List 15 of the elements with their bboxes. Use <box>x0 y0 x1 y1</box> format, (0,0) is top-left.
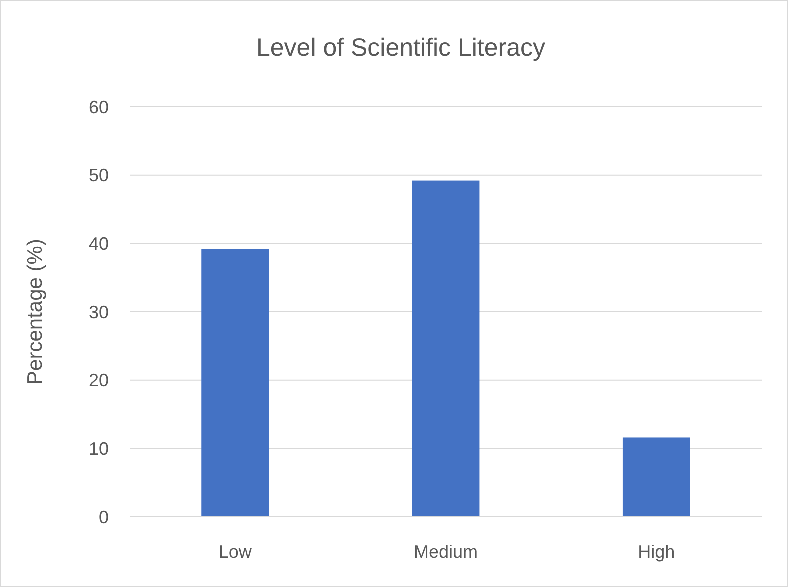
bar <box>622 438 690 517</box>
bar <box>202 249 270 517</box>
chart-title: Level of Scientific Literacy <box>256 34 546 62</box>
x-tick-label: High <box>638 542 676 562</box>
y-tick-label: 30 <box>88 302 109 322</box>
bar <box>412 180 480 517</box>
y-tick-label: 50 <box>88 166 109 186</box>
x-tick-label: Medium <box>414 542 478 562</box>
y-tick-label: 60 <box>88 97 109 118</box>
y-tick-label: 40 <box>88 234 109 254</box>
y-tick-label: 20 <box>88 370 109 391</box>
y-axis-title: Percentage (%) <box>24 239 47 385</box>
x-tick-label: Low <box>218 542 253 562</box>
y-tick-label: 0 <box>98 507 109 528</box>
y-tick-label: 10 <box>88 438 109 459</box>
